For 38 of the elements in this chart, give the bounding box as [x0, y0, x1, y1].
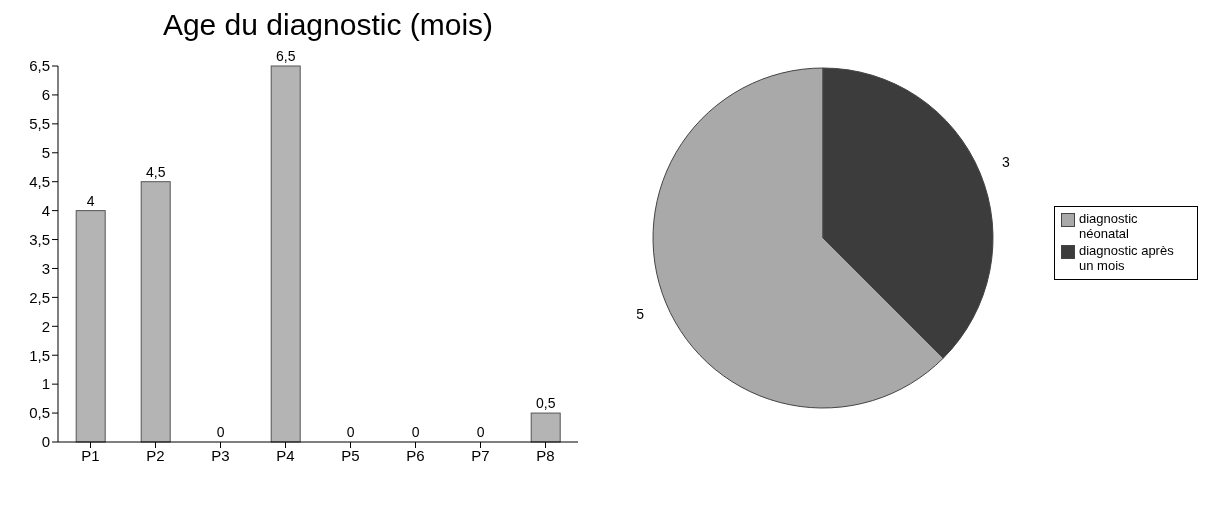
data-label: 6,5: [275, 48, 296, 64]
x-tick-label: P3: [211, 446, 230, 464]
y-tick-label: 3,5: [29, 230, 50, 248]
bar: [140, 181, 171, 443]
x-tick-label: P4: [276, 446, 295, 464]
data-label: 0,5: [535, 395, 556, 412]
x-tick-label: P8: [536, 446, 555, 464]
bar: [530, 412, 561, 443]
bar: [75, 210, 106, 443]
chart-title: Age du diagnostic (mois): [161, 8, 495, 42]
y-tick-label: 1: [41, 375, 50, 393]
y-tick-label: 6: [41, 86, 50, 104]
y-tick-label: 2,5: [29, 288, 50, 306]
y-tick-label: 0: [41, 433, 50, 451]
data-label: 0: [216, 424, 225, 440]
x-tick-label: P6: [406, 446, 425, 464]
y-tick-label: 5: [41, 144, 50, 162]
y-tick-label: 5,5: [29, 115, 50, 133]
x-tick-label: P1: [81, 446, 100, 464]
y-tick-label: 3: [41, 259, 50, 277]
y-tick-label: 4: [41, 201, 50, 219]
bar: [270, 65, 301, 443]
data-label: 5: [636, 305, 645, 322]
y-tick-label: 2: [41, 317, 50, 335]
data-label: 0: [476, 424, 485, 440]
y-tick-label: 0,5: [29, 404, 50, 422]
y-tick-label: 4,5: [29, 173, 50, 191]
legend-label: diagnostic après un mois: [1079, 243, 1175, 273]
data-label: 4,5: [145, 163, 166, 180]
x-tick-label: P5: [341, 446, 360, 464]
data-label: 4: [86, 192, 95, 209]
y-tick-label: 1,5: [29, 346, 50, 364]
x-tick-label: P2: [146, 446, 165, 464]
x-tick-label: P7: [471, 446, 490, 464]
data-label: 3: [1002, 154, 1011, 171]
data-label: 0: [346, 424, 355, 440]
data-label: 0: [411, 424, 420, 440]
y-tick-label: 6,5: [29, 57, 50, 75]
